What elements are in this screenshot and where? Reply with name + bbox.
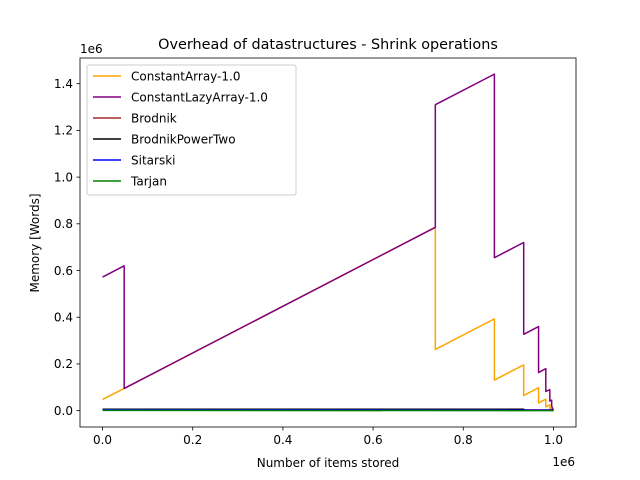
x-tick-label: 0.4 [273, 433, 292, 447]
legend: ConstantArray-1.0 ConstantLazyArray-1.0 Br… [86, 64, 297, 196]
y-tick-label: 0.4 [54, 311, 73, 325]
legend-entry-label: ConstantArray-1.0 [131, 69, 240, 83]
y-offset-label: 1e6 [80, 42, 103, 56]
axis-ticks: 0.0 0.2 0.4 0.6 0.8 1.0 0.0 0.2 0.4 0.6 0.8 1.0 1.2 1… [54, 77, 563, 447]
legend-entry-label: Brodnik [131, 111, 177, 125]
series-line-constantarray-1-0 [102, 226, 554, 412]
series-line-constantlazyarray-1-0 [102, 73, 555, 411]
y-axis-label: Memory [Words] [28, 193, 42, 292]
y-tick-label: 0.6 [54, 264, 73, 278]
y-tick-label: 1.0 [54, 170, 73, 184]
x-axis-label: Number of items stored [257, 456, 400, 470]
plot-frame [79, 57, 577, 428]
legend-entry-label: Tarjan [130, 174, 167, 188]
x-tick-label: 0.8 [454, 433, 473, 447]
y-tick-label: 0.8 [54, 217, 73, 231]
x-tick-label: 0.2 [183, 433, 202, 447]
y-tick-label: 0.2 [54, 357, 73, 371]
y-tick-label: 0.0 [54, 404, 73, 418]
legend-entry-label: BrodnikPowerTwo [131, 132, 236, 146]
plot-lines [102, 73, 555, 412]
legend-entry-label: ConstantLazyArray-1.0 [131, 90, 268, 104]
y-tick-label: 1.4 [54, 77, 73, 91]
x-tick-label: 1.0 [544, 433, 563, 447]
y-tick-label: 1.2 [54, 124, 73, 138]
legend-box [86, 64, 297, 196]
x-tick-label: 0.0 [93, 433, 112, 447]
x-tick-label: 0.6 [364, 433, 383, 447]
legend-entry-label: Sitarski [131, 153, 175, 167]
x-offset-label: 1e6 [552, 455, 575, 469]
chart-title: Overhead of datastructures - Shrink oper… [158, 37, 498, 53]
